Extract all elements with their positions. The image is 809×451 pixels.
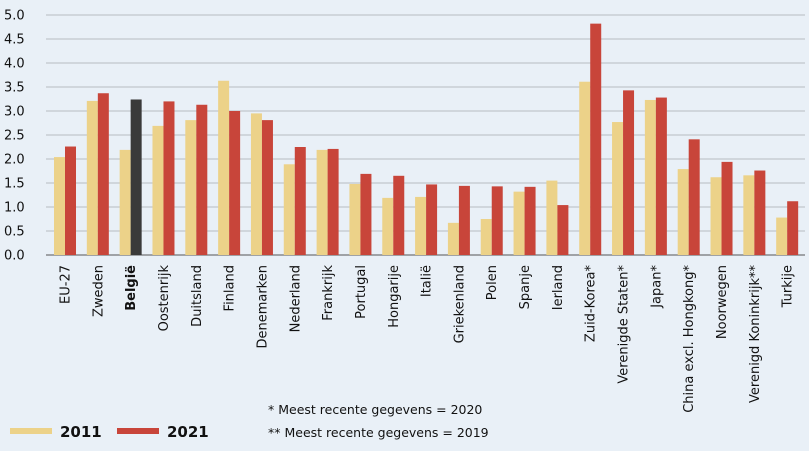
- x-category-label: Italië: [420, 265, 435, 297]
- bar-2011: [218, 80, 230, 255]
- x-axis-labels: EU-27 Zweden België Oostenrijk Duitsland Finl…: [59, 265, 796, 413]
- bar-2021: [130, 99, 142, 255]
- y-tick-label: 2.5: [4, 129, 25, 144]
- x-category-label: Nederland: [288, 265, 303, 332]
- x-category-label: Turkije: [781, 265, 796, 308]
- legend-swatch-2021: [117, 428, 159, 434]
- bar-2021: [688, 139, 700, 255]
- x-category-label: Portugal: [354, 265, 369, 319]
- bar-2021: [491, 186, 503, 255]
- bar-2021: [426, 184, 438, 255]
- bar-2011: [579, 81, 591, 255]
- bar-2011: [612, 122, 624, 255]
- bar-2021: [754, 170, 766, 255]
- bar-2011: [743, 175, 755, 255]
- bar-2011: [644, 99, 656, 256]
- x-category-label: Japan*: [649, 265, 664, 309]
- x-category-label: Finland: [223, 265, 238, 311]
- x-category-label: China excl. Hongkong*: [682, 265, 697, 413]
- bar-2021: [294, 147, 306, 255]
- bar-2021: [163, 101, 175, 256]
- bar-2021: [229, 111, 241, 255]
- x-category-label: Griekenland: [452, 265, 467, 343]
- x-category-label: Verenigde Staten*: [617, 265, 632, 384]
- y-tick-label: 2.0: [4, 153, 25, 168]
- bar-2011: [677, 169, 689, 255]
- bar-2011: [185, 120, 197, 256]
- x-category-label: Denemarken: [255, 265, 270, 349]
- bar-2011: [250, 113, 262, 256]
- bars: [54, 23, 799, 256]
- bar-2011: [316, 149, 328, 255]
- y-tick-label: 5.0: [4, 9, 25, 24]
- bar-2011: [776, 217, 788, 255]
- bar-2021: [655, 97, 667, 255]
- bar-2011: [546, 180, 558, 255]
- x-category-label: Zuid-Korea*: [584, 265, 599, 343]
- bar-2021: [623, 90, 635, 255]
- x-category-label: Noorwegen: [715, 265, 730, 339]
- x-category-label: Oostenrijk: [157, 265, 172, 332]
- bar-2011: [54, 157, 65, 255]
- x-category-label: Verenigd Koninkrijk**: [748, 265, 763, 403]
- legend-swatch-2011: [10, 428, 52, 434]
- bar-2021: [65, 146, 76, 255]
- y-tick-label: 3.0: [4, 105, 25, 120]
- y-axis-ticks: 0.0 0.5 1.0 1.5 2.0 2.5 3.0 3.5 4.0 4.5 5.0: [4, 9, 25, 264]
- bar-2021: [393, 175, 405, 255]
- x-category-label: Ierland: [551, 265, 566, 310]
- bar-2021: [360, 173, 372, 255]
- legend-label-2021: 2021: [167, 423, 209, 441]
- y-tick-label: 1.5: [4, 177, 25, 192]
- bar-2011: [283, 164, 295, 255]
- x-category-label: België: [124, 265, 139, 311]
- bar-2011: [480, 219, 492, 255]
- x-category-label: Polen: [485, 265, 500, 300]
- y-tick-label: 0.0: [4, 249, 25, 264]
- bar-2011: [86, 100, 98, 255]
- footnote-2020: * Meest recente gegevens = 2020: [268, 402, 482, 417]
- bar-2011: [349, 183, 361, 255]
- bar-2011: [513, 191, 525, 255]
- x-category-label: Zweden: [91, 265, 106, 317]
- bar-2011: [119, 149, 131, 255]
- footnote-2019: ** Meest recente gegevens = 2019: [268, 425, 489, 440]
- x-category-label: Hongarije: [387, 265, 402, 328]
- y-tick-label: 1.0: [4, 201, 25, 216]
- bar-2021: [196, 104, 208, 255]
- x-category-label: Frankrijk: [321, 265, 336, 321]
- bar-2021: [590, 23, 602, 255]
- x-category-label: EU-27: [59, 265, 74, 304]
- x-category-label: Spanje: [518, 265, 533, 309]
- y-tick-label: 4.5: [4, 33, 25, 48]
- bar-2021: [458, 185, 470, 255]
- bar-2011: [415, 196, 427, 255]
- y-tick-label: 3.5: [4, 81, 25, 96]
- x-category-label: Duitsland: [190, 265, 205, 327]
- legend: 2011 2021: [10, 423, 209, 441]
- y-tick-label: 4.0: [4, 57, 25, 72]
- legend-label-2011: 2011: [60, 423, 102, 441]
- bar-2021: [524, 186, 536, 255]
- bar-2011: [710, 177, 722, 255]
- bar-2021: [557, 205, 569, 255]
- y-tick-label: 0.5: [4, 225, 25, 240]
- bar-2021: [787, 201, 799, 255]
- bar-2021: [721, 161, 733, 255]
- bar-2021: [327, 148, 339, 255]
- bar-2021: [97, 93, 109, 256]
- bar-2011: [152, 125, 164, 255]
- bar-2011: [447, 222, 459, 255]
- bar-2011: [382, 197, 394, 255]
- bar-2021: [261, 120, 273, 256]
